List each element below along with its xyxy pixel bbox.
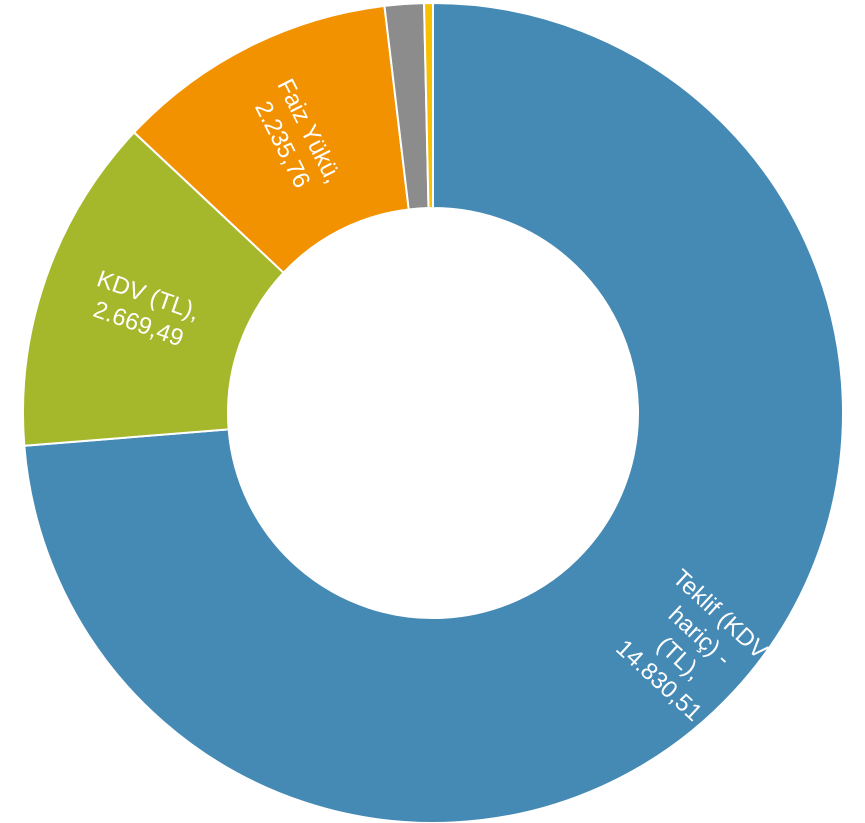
- donut-slice: [132, 4, 410, 275]
- donut-slice: [23, 1, 844, 823]
- donut-slice: [423, 1, 434, 210]
- donut-slice: [22, 130, 285, 447]
